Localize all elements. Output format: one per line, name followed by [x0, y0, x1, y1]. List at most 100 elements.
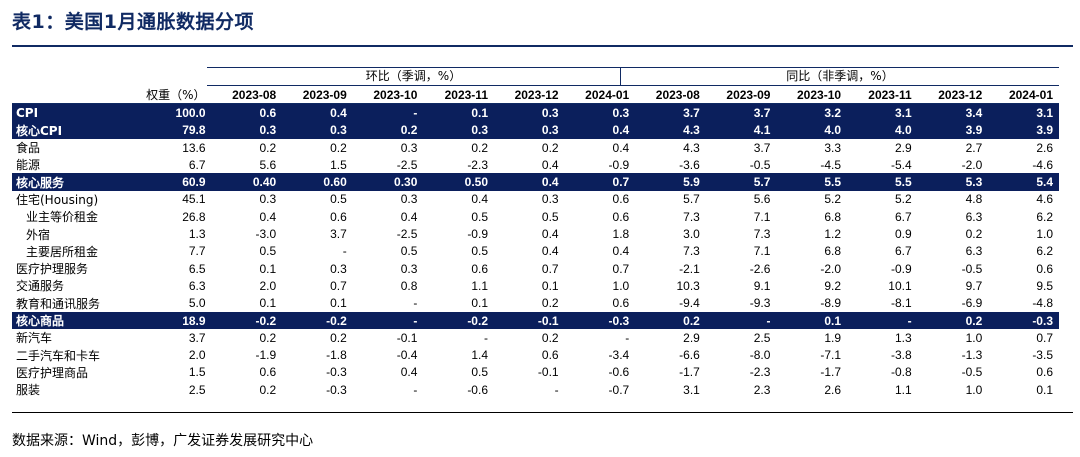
- row-label: 核心服务: [12, 173, 135, 191]
- yoy-cell: 6.7: [894, 209, 912, 224]
- yoy-cell: 9.7: [965, 278, 983, 293]
- table-row: 食品 13.6 0.2 0.2 0.3 0.2 0.2 0.4 4.3 3.7 3.3 2.9 2.7 2…: [12, 139, 1059, 156]
- mom-cell: -0.3: [564, 311, 636, 330]
- yoy-cell: 6.3: [965, 244, 983, 259]
- mom-cell: -: [554, 382, 559, 397]
- mom-cell: 0.2: [352, 121, 424, 139]
- table-row: CPI 100.0 0.6 0.4-0.1 0.3 0.3 3.7 3.7 3.2 3.1 3.4 3…: [12, 103, 1059, 122]
- table-title: 表1：美国1月通胀数据分项: [12, 11, 254, 33]
- weight-cell: 45.1: [182, 192, 206, 207]
- mom-cell: 0.3: [259, 192, 277, 207]
- yoy-cell: 4.3: [683, 140, 700, 155]
- weight-cell: 6.7: [188, 157, 206, 172]
- weight-cell: 79.8: [134, 121, 212, 139]
- mom-cell: 0.4: [612, 244, 630, 259]
- table-row: 能源 6.7 5.6 1.5 -2.5 -2.3 0.4 -0.9 -3.6 -0.5 -4.5 -5…: [12, 156, 1059, 173]
- table-row: 二手汽车和卡车 2.0 -1.9 -1.8 -0.4 1.4 0.6 -3.4 -6.6 -8.0…: [12, 346, 1059, 363]
- weight-cell: 6.5: [188, 261, 206, 276]
- row-label: 医疗护理服务: [16, 262, 89, 277]
- table-row: 住宅(Housing) 45.1 0.3 0.5 0.3 0.4 0.3 0.6 5.7 5.6 5…: [12, 191, 1059, 208]
- yoy-cell: -2.0: [820, 261, 842, 276]
- row-label: 能源: [16, 158, 41, 173]
- yoy-cell: 4.0: [847, 121, 918, 139]
- yoy-cell: -5.4: [890, 157, 912, 172]
- mom-cell: 0.3: [282, 121, 353, 139]
- table-row: 新汽车 3.7 0.2 0.2 -0.1 - 0.2 - 2.9 2.5 1.9 1.3 1.0 0.7: [12, 329, 1059, 346]
- yoy-cell: 4.1: [705, 121, 777, 139]
- mom-cell: 0.6: [612, 192, 630, 207]
- mom-cell: 0.2: [541, 330, 559, 345]
- mom-cell: 0.1: [541, 278, 559, 293]
- yoy-cell: 5.4: [988, 173, 1059, 191]
- mom-cell: -0.2: [211, 311, 283, 330]
- mom-cell: -: [342, 244, 347, 259]
- mom-cell: -3.0: [255, 227, 277, 242]
- yoy-cell: -8.9: [820, 296, 842, 311]
- source-note: 数据来源：Wind，彭博，广发证券发展研究中心: [12, 433, 314, 449]
- yoy-cell: 3.2: [776, 103, 848, 122]
- yoy-cell: -7.1: [820, 348, 842, 363]
- table-row: 业主等价租金 26.8 0.4 0.6 0.4 0.5 0.5 0.6 7.3 7.1 6.8 6.7…: [12, 208, 1059, 225]
- mom-cell: 0.1: [423, 103, 494, 122]
- mom-cell: 0.2: [259, 382, 277, 397]
- month-header: 2023-10: [776, 86, 848, 105]
- group-separator: [620, 67, 621, 86]
- mom-cell: 0.4: [612, 140, 630, 155]
- row-label: 住宅(Housing): [16, 192, 99, 207]
- month-header: 2023-12: [494, 86, 565, 105]
- table-row: 交通服务 6.3 2.0 0.7 0.8 1.1 0.1 1.0 10.3 9.1 9.2 10.1 9…: [12, 277, 1059, 294]
- mom-cell: 0.5: [471, 244, 488, 259]
- row-label: 二手汽车和卡车: [16, 348, 101, 363]
- month-header: 2024-01: [988, 86, 1059, 105]
- month-header: 2023-12: [917, 86, 989, 105]
- mom-cell: 0.3: [400, 192, 418, 207]
- yoy-cell: 9.1: [753, 278, 771, 293]
- yoy-cell: -: [847, 311, 918, 330]
- yoy-cell: 6.3: [965, 209, 983, 224]
- mom-cell: -3.4: [608, 348, 630, 363]
- month-header: 2023-11: [423, 86, 494, 105]
- row-label: 食品: [16, 141, 41, 156]
- yoy-cell: -1.3: [961, 348, 983, 363]
- mom-cell: -2.5: [396, 227, 418, 242]
- mom-cell: 0.6: [259, 365, 277, 380]
- table-row: 医疗护理服务 6.5 0.1 0.3 0.3 0.6 0.7 0.7 -2.1 -2.6 -2.0 -…: [12, 260, 1059, 277]
- yoy-cell: 2.6: [824, 382, 842, 397]
- yoy-cell: -0.5: [961, 261, 983, 276]
- yoy-cell: 2.9: [683, 330, 700, 345]
- mom-cell: 0.4: [400, 365, 418, 380]
- mom-cell: 0.60: [282, 173, 353, 191]
- mom-cell: 0.4: [282, 103, 353, 122]
- yoy-cell: -3.8: [890, 348, 912, 363]
- mom-cell: 1.5: [330, 157, 347, 172]
- yoy-cell: 1.9: [824, 330, 842, 345]
- yoy-cell: -0.9: [890, 261, 912, 276]
- row-label: 医疗护理商品: [16, 365, 89, 380]
- mom-cell: 0.3: [330, 261, 347, 276]
- yoy-cell: 0.2: [635, 311, 706, 330]
- mom-cell: 0.7: [564, 173, 636, 191]
- yoy-cell: 5.5: [776, 173, 848, 191]
- title-divider: [12, 45, 1073, 47]
- yoy-cell: 9.2: [824, 278, 842, 293]
- yoy-cell: -0.5: [749, 157, 771, 172]
- weight-cell: 2.0: [188, 348, 206, 363]
- mom-cell: -0.9: [608, 157, 630, 172]
- mom-cell: 0.6: [612, 296, 630, 311]
- mom-cell: 0.4: [494, 173, 565, 191]
- table-row: 教育和通讯服务 5.0 0.1 0.1 - 0.1 0.2 0.6 -9.4 -9.3 -8.9 -8…: [12, 295, 1059, 312]
- mom-cell: -0.2: [423, 311, 494, 330]
- yoy-cell: 3.7: [753, 140, 771, 155]
- table-row: 服装 2.5 0.2 -0.3 - -0.6 - -0.7 3.1 2.3 2.6 1.1 1.0 0.1: [12, 381, 1059, 398]
- mom-cell: 0.2: [259, 330, 277, 345]
- yoy-cell: -: [705, 311, 777, 330]
- mom-cell: 0.1: [259, 261, 277, 276]
- yoy-cell: -9.4: [679, 296, 700, 311]
- yoy-cell: -3.5: [1032, 348, 1053, 363]
- mom-cell: 0.1: [259, 296, 277, 311]
- mom-cell: 0.2: [330, 140, 347, 155]
- table-row: 主要居所租金 7.7 0.5 - 0.5 0.5 0.4 0.4 7.3 7.1 6.8 6.7 6.3…: [12, 243, 1059, 260]
- month-header: 2023-09: [282, 86, 353, 105]
- month-header: 2024-01: [564, 86, 636, 105]
- yoy-cell: 5.9: [635, 173, 706, 191]
